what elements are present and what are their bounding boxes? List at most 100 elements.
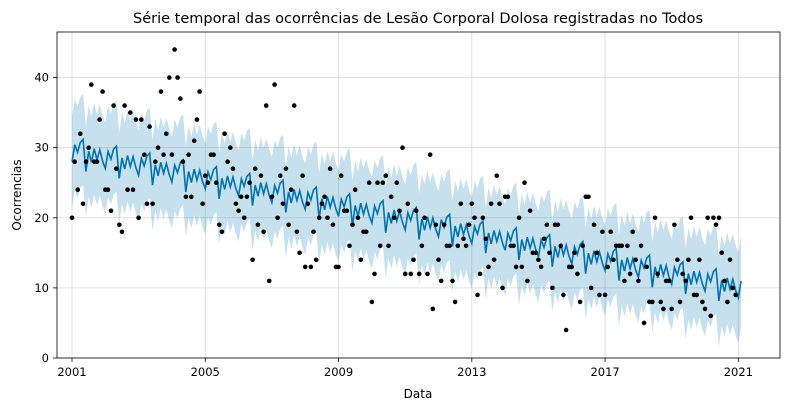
observed-point [300, 173, 305, 178]
observed-point [358, 257, 364, 263]
observed-point [230, 166, 236, 171]
observed-point [677, 299, 683, 305]
observed-point [255, 222, 261, 228]
y-tick-label: 40 [34, 71, 49, 85]
observed-point [558, 243, 564, 249]
observed-point [75, 187, 80, 192]
y-tick-label: 10 [34, 281, 49, 295]
y-axis: 0 10 20 30 40 [34, 71, 57, 365]
observed-point [375, 180, 380, 185]
observed-point [197, 89, 202, 94]
observed-point [422, 215, 427, 221]
observed-point [466, 222, 472, 228]
observed-point [86, 145, 91, 150]
observed-point [225, 159, 230, 164]
observed-point [527, 208, 533, 214]
observed-point [383, 173, 389, 178]
observed-point [252, 166, 258, 171]
observed-point [419, 243, 425, 249]
observed-point [591, 222, 597, 228]
observed-point [511, 243, 516, 249]
observed-point [130, 187, 136, 192]
observed-point [433, 222, 439, 228]
observed-point [505, 194, 511, 200]
observed-point [572, 250, 577, 256]
observed-point [686, 257, 691, 263]
observed-point [497, 201, 502, 207]
observed-point [313, 257, 319, 263]
observed-point [372, 271, 377, 277]
x-tick-label: 2001 [57, 365, 86, 379]
observed-point [636, 278, 641, 284]
observed-point [186, 152, 191, 157]
observed-point [380, 180, 386, 185]
observed-point [241, 215, 247, 221]
observed-point [100, 89, 105, 94]
observed-point [175, 75, 180, 80]
observed-point [666, 278, 672, 284]
observed-point [516, 215, 522, 221]
observed-point [266, 278, 272, 284]
observed-point [319, 201, 325, 207]
observed-point [133, 117, 139, 122]
observed-point [427, 152, 433, 157]
observed-point [405, 201, 411, 207]
observed-point [397, 208, 402, 214]
observed-point [97, 117, 102, 122]
observed-point [305, 201, 311, 207]
observed-point [633, 257, 638, 263]
observed-point [308, 264, 314, 270]
observed-point [136, 215, 141, 221]
observed-point [258, 173, 264, 178]
observed-point [263, 103, 269, 108]
observed-point [483, 236, 489, 242]
observed-point [250, 257, 255, 263]
observed-point [172, 47, 177, 52]
observed-point [536, 257, 541, 263]
observed-point [683, 278, 688, 284]
forecast-line [71, 137, 742, 302]
observed-point [322, 194, 327, 200]
observed-point [228, 145, 233, 150]
observed-point [238, 194, 244, 200]
observed-point [680, 271, 685, 277]
observed-point [283, 166, 289, 171]
observed-point [189, 194, 194, 200]
observed-point [214, 180, 219, 185]
observed-point [236, 208, 241, 214]
observed-point [297, 250, 302, 256]
observed-point [455, 243, 461, 249]
observed-point [111, 103, 116, 108]
observed-point [550, 285, 555, 291]
observed-point [391, 215, 397, 221]
observed-point [219, 229, 225, 235]
y-axis-label: Ocorrencias [10, 159, 24, 230]
observed-point [161, 152, 166, 157]
observed-point [486, 264, 491, 270]
observed-point [694, 292, 699, 298]
observed-points [69, 47, 738, 333]
observed-point [205, 180, 211, 185]
observed-point [597, 292, 602, 298]
observed-point [708, 313, 713, 319]
observed-point [461, 236, 466, 242]
observed-point [377, 243, 383, 249]
observed-point [519, 264, 525, 270]
observed-point [286, 222, 291, 228]
observed-point [347, 243, 352, 249]
observed-point [155, 145, 161, 150]
observed-point [608, 229, 613, 235]
observed-point [363, 229, 369, 235]
observed-point [78, 131, 83, 136]
observed-point [352, 187, 358, 192]
observed-point [247, 180, 252, 185]
observed-point [94, 159, 100, 164]
x-tick-label: 2017 [590, 365, 619, 379]
x-tick-label: 2005 [191, 365, 220, 379]
observed-point [725, 299, 730, 305]
observed-point [627, 271, 633, 277]
observed-point [469, 201, 475, 207]
observed-point [619, 243, 624, 249]
y-tick-label: 20 [34, 211, 49, 225]
observed-point [167, 75, 172, 80]
